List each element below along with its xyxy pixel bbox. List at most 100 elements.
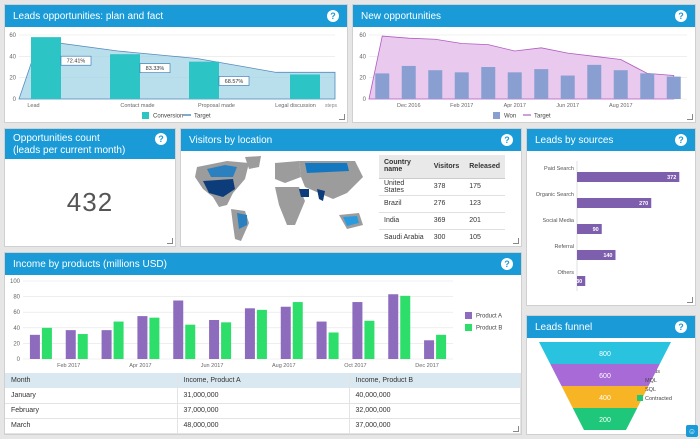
panel-title: Opportunities count (leads per current mo… <box>13 133 125 157</box>
x-tick-label: Apr 2017 <box>504 103 526 109</box>
world-map[interactable] <box>187 153 379 245</box>
table-cell: 105 <box>464 229 505 246</box>
conversion-bar <box>290 74 320 99</box>
product-b-bar <box>292 302 303 359</box>
table-header-row: Country name Visitors Released <box>379 155 505 179</box>
panel-header: New opportunities ? <box>353 5 695 27</box>
won-bar <box>454 72 469 99</box>
resize-handle[interactable] <box>513 426 519 432</box>
y-tick-label: 20 <box>13 341 20 347</box>
table-cell: 369 <box>428 212 465 230</box>
map-australia-highlight[interactable] <box>343 216 359 226</box>
resize-handle[interactable] <box>687 114 693 120</box>
funnel-stage <box>572 408 638 430</box>
opp-count-panel: Opportunities count (leads per current mo… <box>4 128 176 247</box>
map-usa[interactable] <box>203 179 235 197</box>
panel-title-line2: (leads per current month) <box>13 145 126 156</box>
product-a-bar <box>352 302 363 359</box>
help-icon[interactable]: ? <box>501 258 513 270</box>
data-label: 30 <box>576 279 582 285</box>
chat-icon[interactable]: ☺ <box>686 425 698 437</box>
product-b-bar <box>256 309 267 359</box>
map-canada-highlight[interactable] <box>207 165 237 177</box>
col-header[interactable]: Month <box>5 373 178 388</box>
product-a-bar <box>424 340 435 359</box>
funnel-stage <box>550 364 660 386</box>
y-tick-label: 60 <box>359 33 366 39</box>
col-header[interactable]: Visitors <box>428 155 465 179</box>
panel-title: Income by products (millions USD) <box>13 258 167 270</box>
table-row[interactable]: Brazil 276 123 <box>379 195 505 213</box>
rate-label: 68.57% <box>225 79 244 85</box>
product-b-bar <box>77 334 88 359</box>
map-africa[interactable] <box>275 187 305 225</box>
data-label: 270 <box>639 201 648 207</box>
product-b-bar <box>41 327 52 359</box>
y-tick-label: 60 <box>13 310 20 316</box>
table-row[interactable]: March 48,000,000 37,000,000 <box>5 418 521 434</box>
product-a-bar <box>388 294 399 359</box>
resize-handle[interactable] <box>339 114 345 120</box>
table-cell: January <box>5 388 178 404</box>
col-header[interactable]: Country name <box>379 155 429 179</box>
product-a-bar <box>316 321 327 359</box>
legend-swatch <box>637 377 643 383</box>
resize-handle[interactable] <box>167 238 173 244</box>
panel-header: Leads funnel ? <box>527 316 695 338</box>
panel-header: Income by products (millions USD) ? <box>5 253 521 275</box>
table-cell: United States <box>379 178 429 196</box>
y-tick-label: 40 <box>13 326 20 332</box>
table-header-row: Month Income, Product A Income, Product … <box>5 373 521 388</box>
new-opps-panel: New opportunities ? 0 20 40 60 Dec 2016 Feb 2… <box>352 4 696 123</box>
help-icon[interactable]: ? <box>327 10 339 22</box>
legend-swatch <box>493 112 500 119</box>
x-tick-label: Dec 2016 <box>397 103 421 109</box>
x-tick-label: Jun 2017 <box>201 363 224 369</box>
target-area <box>18 39 336 100</box>
won-bar <box>560 75 575 99</box>
resize-handle[interactable] <box>513 238 519 244</box>
funnel-value: 600 <box>599 373 611 380</box>
y-tick-label: Referral <box>554 244 574 250</box>
y-tick-label: 60 <box>9 33 16 39</box>
table-cell: 300 <box>428 229 465 246</box>
table-row[interactable]: Saudi Arabia 300 105 <box>379 229 505 246</box>
help-icon[interactable]: ? <box>675 10 687 22</box>
x-tick-label: Oct 2017 <box>344 363 366 369</box>
table-cell: 378 <box>428 178 465 196</box>
table-row[interactable]: United States 378 175 <box>379 178 505 196</box>
help-icon[interactable]: ? <box>501 134 513 146</box>
y-tick-label: 0 <box>17 357 21 363</box>
col-header[interactable]: Income, Product A <box>177 373 350 388</box>
table-row[interactable]: February 37,000,000 32,000,000 <box>5 403 521 419</box>
product-b-bar <box>436 334 447 359</box>
panel-title: Leads opportunities: plan and fact <box>13 10 164 22</box>
legend-swatch <box>465 312 472 319</box>
table-cell: 123 <box>464 195 505 213</box>
help-icon[interactable]: ? <box>155 133 167 145</box>
resize-handle[interactable] <box>687 297 693 303</box>
map-saudi-arabia[interactable] <box>299 189 309 197</box>
table-row[interactable]: January 31,000,000 40,000,000 <box>5 388 521 404</box>
panel-title: Leads funnel <box>535 321 593 333</box>
legend-label: Product A <box>476 314 502 320</box>
panel-header: Leads opportunities: plan and fact ? <box>5 5 347 27</box>
legend-swatch <box>637 386 643 392</box>
won-bar <box>375 73 390 99</box>
product-a-bar <box>101 330 112 359</box>
map-russia[interactable] <box>305 163 349 173</box>
map-europe[interactable] <box>275 161 301 183</box>
map-greenland[interactable] <box>245 156 261 169</box>
data-label: 140 <box>603 253 612 259</box>
col-header[interactable]: Released <box>464 155 505 179</box>
panel-header: Leads by sources ? <box>527 129 695 151</box>
y-tick-label: 20 <box>9 76 16 82</box>
map-brazil[interactable] <box>237 213 247 229</box>
help-icon[interactable]: ? <box>675 134 687 146</box>
table-row[interactable]: India 369 201 <box>379 212 505 230</box>
x-axis-label: steps <box>325 103 337 109</box>
help-icon[interactable]: ? <box>675 321 687 333</box>
map-india[interactable] <box>317 189 325 201</box>
col-header[interactable]: Income, Product B <box>349 373 521 388</box>
x-tick-label: Dec 2017 <box>415 363 439 369</box>
